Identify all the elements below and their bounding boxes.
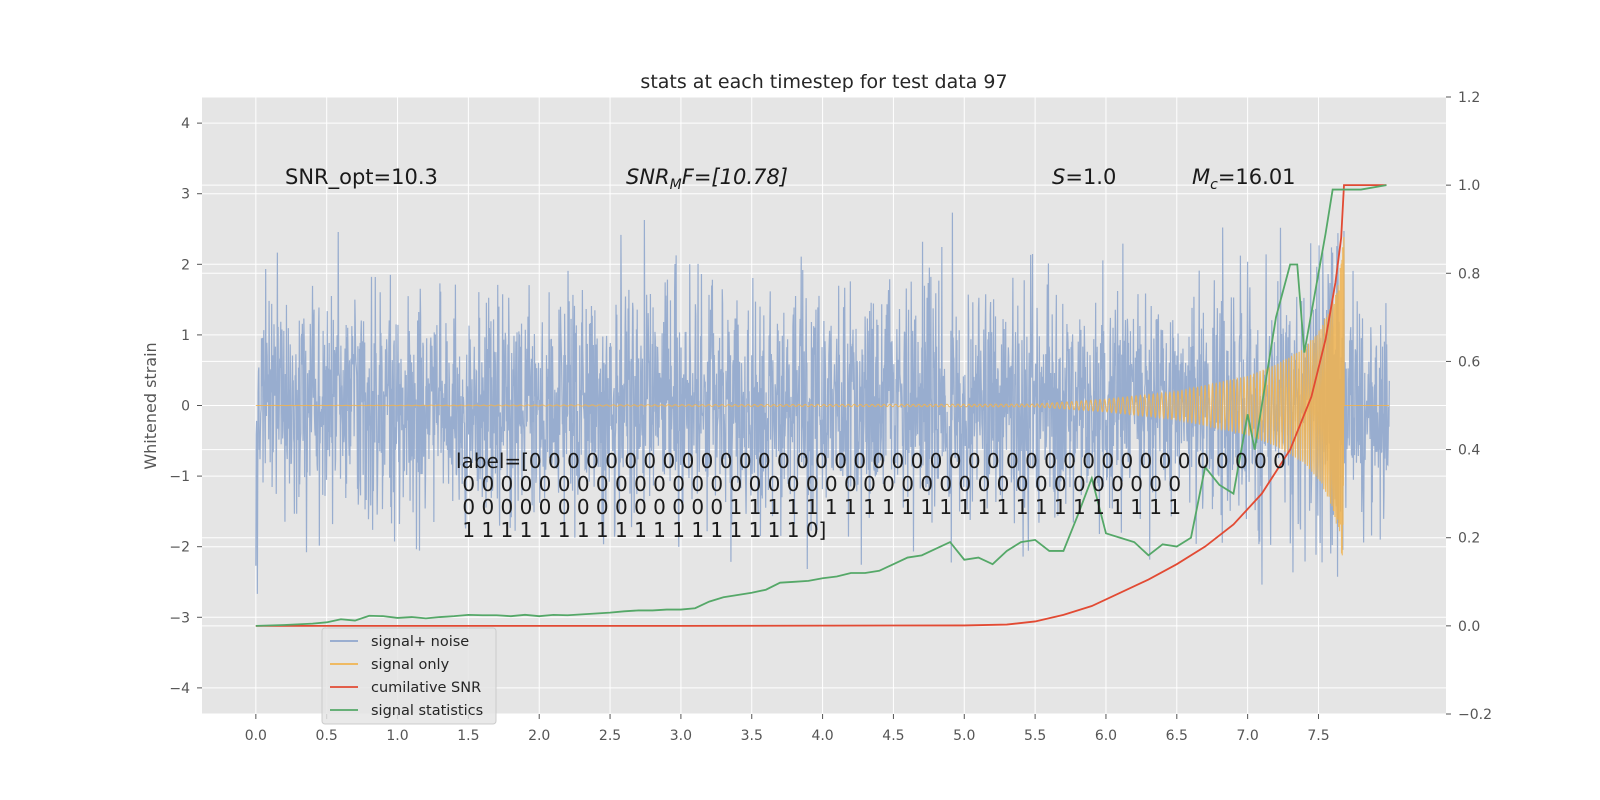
legend-box <box>321 627 497 725</box>
x-tick-label: 5.5 <box>1024 728 1046 744</box>
chart-title: stats at each timestep for test data 97 <box>640 71 1007 93</box>
label-line-3: 0 0 0 0 0 0 0 0 0 0 0 0 0 0 1 1 1 1 1 1 … <box>456 495 1181 519</box>
y-tick-label: −4 <box>169 681 190 697</box>
signal-noise-line <box>255 212 1390 594</box>
x-tick-label: 2.5 <box>599 728 621 744</box>
x-tick-label: 4.5 <box>882 728 904 744</box>
y2-tick-label: 0.6 <box>1458 354 1480 370</box>
mc-symbol: M <box>1192 165 1210 189</box>
y-tick-label: −3 <box>169 610 190 626</box>
legend-label-signal-statistics: signal statistics <box>371 703 483 719</box>
y-tick-label: 2 <box>181 257 190 273</box>
legend: signal+ noise signal only cumilative SNR… <box>321 627 497 725</box>
legend-label-signal-only: signal only <box>371 657 450 673</box>
x-tick-label: 7.5 <box>1307 728 1329 744</box>
snr-mf-annotation: SNRMF=[10.78] <box>626 165 788 193</box>
signal-statistics-line <box>255 184 1387 627</box>
x-tick-label: 0.5 <box>316 728 338 744</box>
y-axis-ticks: 4 3 2 1 0 −1 −2 −3 −4 <box>169 116 202 697</box>
y2-tick-label: −0.2 <box>1458 707 1492 723</box>
snr-mf-subscript: M <box>670 177 682 193</box>
mc-annotation: Mc=16.01 <box>1192 165 1296 193</box>
signal-only-series <box>255 236 1390 556</box>
label-line-4: 1 1 1 1 1 1 1 1 1 1 1 1 1 1 1 1 1 1 0] <box>456 518 826 542</box>
mc-value: =16.01 <box>1218 165 1296 189</box>
cumulative-snr-line <box>255 184 1387 627</box>
x-tick-label: 2.0 <box>528 728 550 744</box>
y-axis-label: Whitened strain <box>141 342 160 469</box>
y-tick-label: 0 <box>181 399 190 415</box>
mc-subscript: c <box>1210 177 1218 193</box>
x-tick-label: 6.5 <box>1166 728 1188 744</box>
y-tick-label: −2 <box>169 540 190 556</box>
x-axis-ticks: 0.0 0.5 1.0 1.5 2.0 2.5 3.0 3.5 4.0 4.5 5.0 5.5 6.0 6… <box>245 714 1330 744</box>
label-line-1: label=[0 0 0 0 0 0 0 0 0 0 0 0 0 0 0 0 0… <box>456 449 1286 473</box>
legend-label-cumulative-snr: cumilative SNR <box>371 680 481 696</box>
cumulative-snr-series <box>255 184 1387 627</box>
y2-tick-label: 0.4 <box>1458 443 1480 459</box>
y2-tick-label: 0.2 <box>1458 531 1480 547</box>
snr-mf-value: F=[10.78] <box>682 165 788 189</box>
y-tick-label: 1 <box>181 328 190 344</box>
x-tick-label: 1.5 <box>457 728 479 744</box>
y2-tick-label: 1.0 <box>1458 178 1480 194</box>
y2-tick-label: 0.0 <box>1458 619 1480 635</box>
x-tick-label: 1.0 <box>386 728 408 744</box>
x-tick-label: 5.0 <box>953 728 975 744</box>
signal-only-line <box>255 236 1390 556</box>
y-tick-label: 4 <box>181 116 190 132</box>
s-annotation: S=1.0 <box>1052 165 1116 189</box>
y-tick-label: 3 <box>181 187 190 203</box>
y2-tick-label: 0.8 <box>1458 266 1480 282</box>
x-tick-label: 3.5 <box>741 728 763 744</box>
x-tick-label: 0.0 <box>245 728 267 744</box>
right-y-axis-ticks: 1.2 1.0 0.8 0.6 0.4 0.2 0.0 −0.2 <box>1446 90 1492 723</box>
x-tick-label: 3.0 <box>670 728 692 744</box>
label-line-2: 0 0 0 0 0 0 0 0 0 0 0 0 0 0 0 0 0 0 0 0 … <box>456 472 1181 496</box>
s-value: =1.0 <box>1065 165 1116 189</box>
signal-statistics-series <box>255 184 1387 627</box>
y-tick-label: −1 <box>169 469 190 485</box>
x-tick-label: 6.0 <box>1095 728 1117 744</box>
signal-noise-series <box>255 212 1390 594</box>
legend-label-signal-noise: signal+ noise <box>371 634 469 650</box>
x-tick-label: 4.0 <box>811 728 833 744</box>
snr-mf-symbol: SNR <box>626 165 670 189</box>
snr-opt-annotation: SNR_opt=10.3 <box>285 165 438 190</box>
x-tick-label: 7.0 <box>1237 728 1259 744</box>
y2-tick-label: 1.2 <box>1458 90 1480 106</box>
s-symbol: S <box>1052 165 1065 189</box>
